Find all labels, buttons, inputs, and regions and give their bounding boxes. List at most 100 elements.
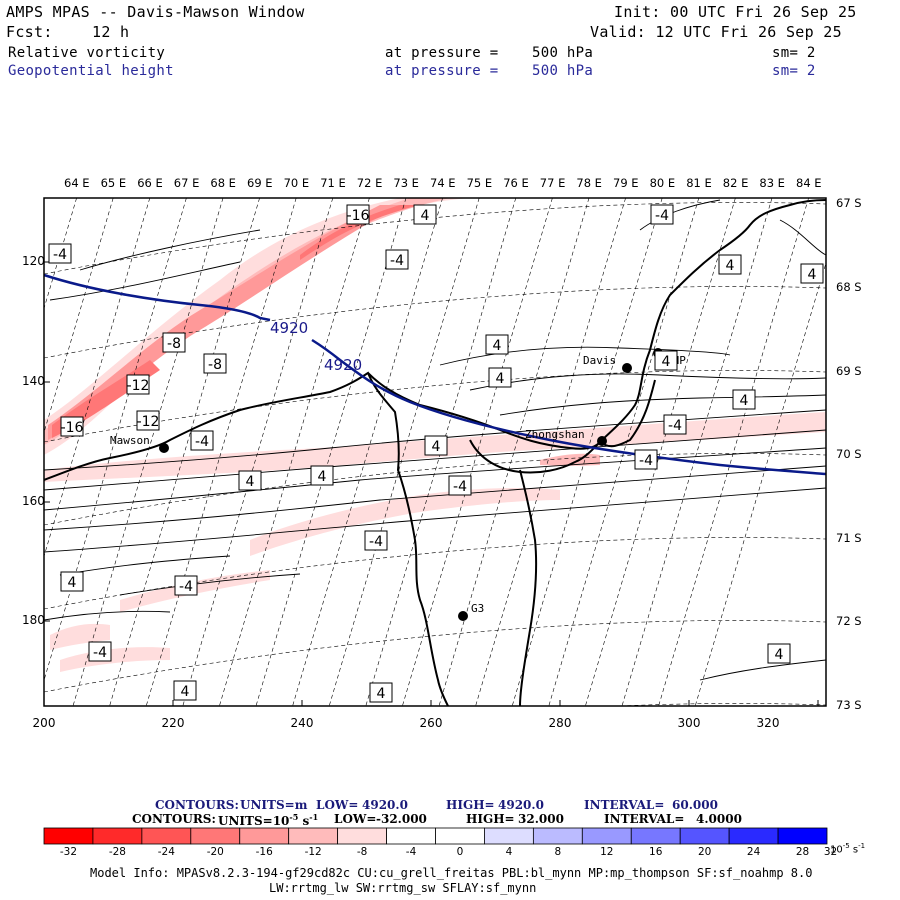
legend1-high-value: 4920.0 xyxy=(498,798,544,812)
colorbar-swatch xyxy=(435,827,485,845)
vorticity-label: -4 xyxy=(190,430,214,451)
station-label-zhongshan: Zhongshan xyxy=(525,428,585,441)
latitude-line xyxy=(44,453,826,526)
colorbar-label: 16 xyxy=(649,846,663,858)
x-tick: 280 xyxy=(548,716,572,730)
meridian-line xyxy=(694,261,826,706)
vorticity-label: 4 xyxy=(767,643,791,664)
svg-text:-4: -4 xyxy=(668,418,682,434)
y-tick: 180 xyxy=(22,613,45,627)
legend1-low: LOW= xyxy=(316,798,359,812)
svg-text:-16: -16 xyxy=(61,420,84,436)
field2-level-label: at pressure = xyxy=(385,63,499,79)
colorbar-label: 28 xyxy=(795,846,810,858)
vorticity-label: -8 xyxy=(203,353,227,374)
svg-text:4: 4 xyxy=(246,474,255,490)
vorticity-label: -4 xyxy=(364,530,388,551)
svg-text:4: 4 xyxy=(318,469,327,485)
svg-text:-4: -4 xyxy=(655,208,669,224)
lon-label: 80 E xyxy=(649,176,676,190)
lon-label: 79 E xyxy=(613,176,639,190)
axis-ticks xyxy=(43,261,819,706)
svg-text:4: 4 xyxy=(493,338,502,354)
svg-text:4: 4 xyxy=(808,267,817,283)
colorbar-label: -16 xyxy=(255,846,273,858)
svg-text:4: 4 xyxy=(421,208,430,224)
legend1-interval-value: 60.000 xyxy=(672,798,718,812)
vorticity-label: -4 xyxy=(174,575,198,596)
map-frame xyxy=(43,197,827,707)
meridian-line xyxy=(219,198,370,706)
lon-label: 78 E xyxy=(576,176,602,190)
colorbar-swatch xyxy=(141,827,192,845)
vorticity-label: 4 xyxy=(413,204,437,225)
colorbar-swatch xyxy=(728,827,779,845)
meridian-line xyxy=(402,198,553,706)
svg-text:-4: -4 xyxy=(390,253,404,269)
vorticity-label: -4 xyxy=(634,449,658,470)
colorbar-label: 8 xyxy=(554,846,562,858)
x-tick: 200 xyxy=(32,716,56,730)
lat-label: 73 S xyxy=(836,698,862,712)
svg-text:4: 4 xyxy=(432,439,441,455)
lon-label: 81 E xyxy=(686,176,712,190)
vorticity-label: 4 xyxy=(310,465,334,486)
lon-label: 71 E xyxy=(320,176,346,190)
vorticity-label: -4 xyxy=(663,414,687,435)
svg-text:-4: -4 xyxy=(53,247,67,263)
lon-label: 76 E xyxy=(503,176,529,190)
meridian-line xyxy=(475,198,626,706)
svg-text:4: 4 xyxy=(726,258,735,274)
svg-text:4: 4 xyxy=(377,686,386,702)
lon-label: 70 E xyxy=(283,176,310,190)
station-label-g3: G3 xyxy=(471,602,484,615)
vorticity-label: 4 xyxy=(173,680,197,701)
svg-text:-16: -16 xyxy=(347,208,370,224)
svg-text:-4: -4 xyxy=(179,579,193,595)
svg-text:-4: -4 xyxy=(453,479,467,495)
height-label-west: 4920 xyxy=(270,319,308,337)
lon-label: 66 E xyxy=(137,176,163,190)
meridian-line xyxy=(365,198,517,706)
lon-label: 68 E xyxy=(210,176,236,190)
svg-text:-8: -8 xyxy=(167,336,181,352)
colorbar xyxy=(43,827,828,845)
vorticity-label: -12 xyxy=(136,410,160,431)
colorbar-swatch xyxy=(581,827,632,845)
x-tick: 320 xyxy=(756,716,780,730)
y-tick: 140 xyxy=(22,374,45,388)
colorbar-label: 0 xyxy=(456,846,464,858)
height-contour-east xyxy=(311,338,826,476)
field1-name: Relative vorticity xyxy=(8,45,166,61)
lon-label: 74 E xyxy=(430,176,456,190)
forecast-hour: 12 h xyxy=(92,23,130,41)
field2-level-value: 500 hPa xyxy=(532,63,594,79)
latitude-line xyxy=(44,620,826,693)
legend1-label: CONTOURS: xyxy=(155,798,239,812)
lon-label: 67 E xyxy=(173,176,200,190)
model-info-line2: LW:rrtmg_lw SW:rrtmg_sw SFLAY:sf_mynn xyxy=(269,881,537,895)
valid-time: Valid: 12 UTC Fri 26 Sep 25 xyxy=(590,23,842,41)
vorticity-label: -16 xyxy=(60,416,84,437)
vorticity-label: -4 xyxy=(385,249,409,270)
station-marker-davis xyxy=(622,363,632,373)
meridian-line xyxy=(621,198,773,706)
vorticity-label: 4 xyxy=(800,263,824,284)
vorticity-label: 4 xyxy=(238,470,262,491)
lon-label: 69 E xyxy=(247,176,273,190)
legend1-high: HIGH= xyxy=(446,798,495,812)
vorticity-label: 4 xyxy=(718,254,742,275)
lon-label: 77 E xyxy=(539,176,566,190)
colorbar-swatch xyxy=(239,827,290,845)
vorticity-label: -4 xyxy=(650,204,674,225)
map-panel: Mawson Davis Zhongshan AHP G3 4920 4920 … xyxy=(43,197,827,707)
plot-title: AMPS MPAS -- Davis-Mawson Window xyxy=(6,3,305,21)
lon-label: 64 E xyxy=(64,176,90,190)
lat-label: 70 S xyxy=(836,447,862,461)
meridian-line xyxy=(109,198,260,706)
height-contour-west xyxy=(44,273,271,322)
x-tick: 300 xyxy=(677,716,701,730)
station-label-davis: Davis xyxy=(583,354,616,367)
latitude-line xyxy=(44,286,826,359)
meridian-line xyxy=(328,198,480,706)
